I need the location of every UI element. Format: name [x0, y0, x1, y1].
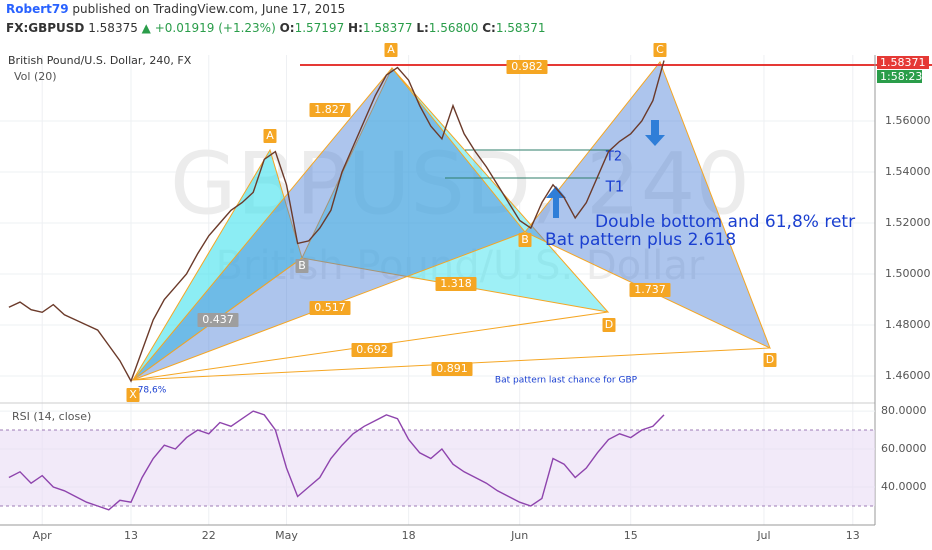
- y-tick-label: 1.56000: [885, 114, 931, 127]
- pattern-label-box: [506, 60, 548, 74]
- pattern-label-box: [197, 313, 239, 327]
- annotation-text: Double bottom and 61,8% retr: [595, 212, 855, 232]
- rsi-title: RSI (14, close): [12, 410, 91, 423]
- pattern-label-box: [653, 43, 667, 57]
- published: published on TradingView.com, June 17, 2…: [72, 2, 346, 16]
- quote-line: FX:GBPUSD 1.58375 ▲ +0.01919 (+1.23%) O:…: [6, 21, 545, 35]
- volume-label: Vol (20): [14, 70, 57, 83]
- high: 1.58377: [362, 21, 413, 35]
- x-tick-label: 18: [402, 529, 416, 542]
- o-label: O:: [279, 21, 295, 35]
- pattern-label: B: [298, 259, 306, 272]
- pattern-label-box: [602, 318, 616, 332]
- low: 1.56800: [428, 21, 479, 35]
- change: ▲ +0.01919 (+1.23%): [141, 21, 276, 35]
- pattern-label-box: [629, 283, 671, 297]
- y-tick-label: 1.54000: [885, 165, 931, 178]
- pattern-label: 0.692: [356, 343, 388, 356]
- x-tick-label: 13: [124, 529, 138, 542]
- x-tick-label: May: [275, 529, 298, 542]
- h-label: H:: [348, 21, 363, 35]
- y-tick-label: 80.0000: [881, 404, 927, 417]
- annotation-text: T2: [605, 150, 622, 165]
- change-value: +0.01919 (+1.23%): [154, 21, 276, 35]
- pattern-label: 1.318: [440, 277, 472, 290]
- pattern-label: 1.737: [634, 283, 666, 296]
- series-line: [8, 60, 665, 383]
- y-tick-label: 1.50000: [885, 267, 931, 280]
- x-tick-label: Apr: [33, 529, 53, 542]
- pattern-label: A: [387, 43, 395, 56]
- pattern-label: C: [656, 43, 664, 56]
- pattern-label: 0.517: [314, 301, 346, 314]
- x-tick-label: Jul: [756, 529, 770, 542]
- series-line: [8, 410, 665, 511]
- pattern-label-box: [126, 388, 140, 402]
- annotation-text: Bat pattern last chance for GBP: [495, 376, 638, 386]
- symbol: FX:GBPUSD: [6, 21, 85, 35]
- annotation-text: 78,6%: [138, 386, 167, 396]
- pattern-label-box: [351, 343, 393, 357]
- l-label: L:: [416, 21, 429, 35]
- y-tick-label: 40.0000: [881, 480, 927, 493]
- pattern-label-box: [431, 362, 473, 376]
- countdown-label: 1:58:23: [880, 70, 922, 83]
- pattern-label: 0.437: [202, 313, 234, 326]
- last-price-label: 1.58371: [880, 56, 926, 69]
- x-tick-label: 22: [202, 529, 216, 542]
- pattern-label-box: [295, 259, 309, 273]
- x-tick-label: Jun: [510, 529, 528, 542]
- pattern-label: B: [521, 233, 529, 246]
- pattern-label-box: [309, 301, 351, 315]
- pattern-label: A: [266, 129, 274, 142]
- harmonic-pattern: A C A B B D D X 1.827 0.982 0.517 0.437 1.318 1.737 0.…: [126, 43, 932, 402]
- pane-title: British Pound/U.S. Dollar, 240, FX: [8, 54, 192, 67]
- pattern-label-box: [518, 233, 532, 247]
- arrow-down: [645, 120, 665, 146]
- y-tick-label: 1.52000: [885, 216, 931, 229]
- pattern-label-box: [384, 43, 398, 57]
- pattern-label: D: [766, 353, 774, 366]
- y-tick-label: 60.0000: [881, 442, 927, 455]
- pattern-label: 1.827: [314, 103, 346, 116]
- open: 1.57197: [294, 21, 345, 35]
- y-tick-label: 1.48000: [885, 318, 931, 331]
- pattern-label-box: [435, 277, 477, 291]
- countdown-box: [877, 70, 922, 83]
- chart: GBPUSD, 240 British Pound/U.S. Dollar AC…: [0, 43, 932, 542]
- last-price-box: [877, 56, 929, 69]
- publish-line: Robert79 published on TradingView.com, J…: [6, 2, 345, 16]
- pattern-label: 0.982: [511, 60, 543, 73]
- x-tick-label: 13: [846, 529, 860, 542]
- pattern-label-box: [309, 103, 351, 117]
- pattern-label: 0.891: [436, 362, 468, 375]
- pattern-label-box: [763, 353, 777, 367]
- pattern-label: D: [605, 318, 613, 331]
- annotation-text: T1: [605, 178, 625, 196]
- x-tick-label: 15: [624, 529, 638, 542]
- last: 1.58375: [88, 21, 138, 35]
- annotation-text: Bat pattern plus 2.618: [545, 230, 736, 250]
- close: 1.58371: [495, 21, 546, 35]
- rsi-band: [0, 430, 875, 506]
- c-label: C:: [482, 21, 496, 35]
- pattern-label: X: [129, 388, 137, 401]
- author[interactable]: Robert79: [6, 2, 69, 16]
- pattern-label-box: [263, 129, 277, 143]
- y-tick-label: 1.46000: [885, 369, 931, 382]
